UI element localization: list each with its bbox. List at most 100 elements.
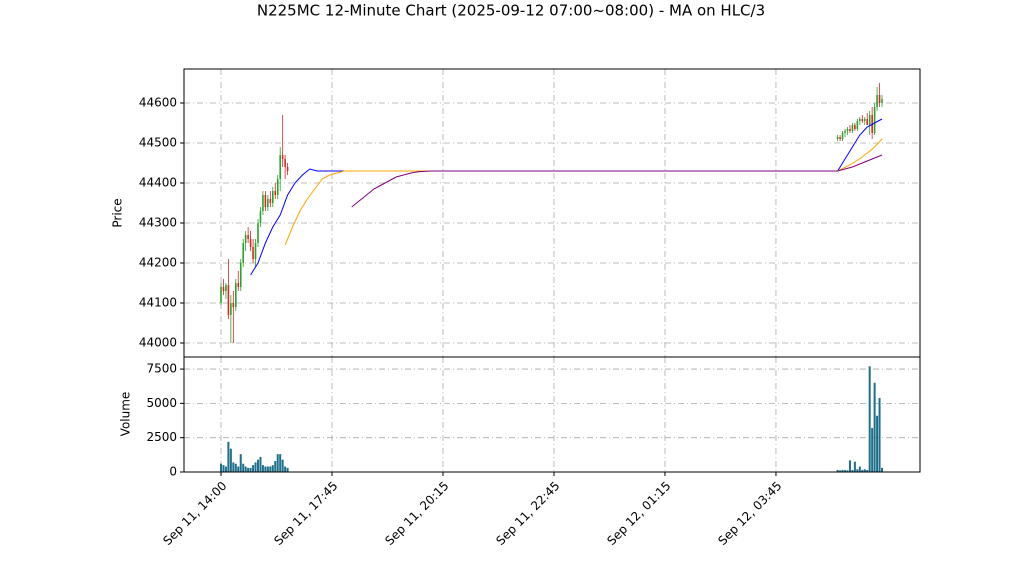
y-tick-label: 44600 — [139, 96, 177, 110]
volume-bar — [266, 466, 269, 472]
candle-body — [851, 125, 854, 131]
candle-body — [234, 283, 237, 307]
volume-bar — [836, 469, 839, 472]
candle-body — [237, 283, 240, 287]
y-tick-label: 44000 — [139, 336, 177, 350]
y-tick-label: 44300 — [139, 216, 177, 230]
candle-body — [227, 285, 230, 315]
candle-body — [247, 235, 249, 239]
volume-bar — [224, 466, 227, 472]
volume-bar — [264, 466, 267, 472]
candle-body — [284, 159, 286, 167]
candle-body — [239, 263, 242, 287]
volume-bar — [234, 463, 237, 472]
volume-bar — [239, 454, 242, 472]
volume-bar — [878, 397, 881, 472]
candle-body — [244, 235, 247, 243]
y-tick-label: 44200 — [139, 256, 177, 270]
candle-body — [849, 129, 851, 131]
candle-body — [878, 95, 881, 103]
volume-bar — [242, 463, 245, 472]
candle-body — [881, 99, 883, 103]
y-tick-label: 7500 — [146, 362, 177, 376]
y-tick-label: 44500 — [139, 136, 177, 150]
volume-bar — [269, 466, 272, 472]
candle-body — [242, 243, 244, 263]
volume-bar — [861, 469, 864, 472]
volume-bar — [259, 456, 262, 472]
y-tick-label: 44400 — [139, 176, 177, 190]
volume-bar — [219, 463, 222, 472]
candle-body — [854, 125, 856, 129]
volume-bar — [876, 415, 879, 472]
candle-body — [846, 129, 849, 131]
volume-bar — [244, 466, 247, 472]
volume-bar — [839, 470, 842, 472]
volume-bar — [863, 469, 866, 472]
candle-body — [264, 195, 267, 207]
ma-line — [250, 118, 883, 276]
volume-bar — [222, 465, 225, 472]
candle-body — [873, 107, 876, 133]
volume-axis-label: Volume — [119, 392, 133, 437]
chart-title: N225MC 12-Minute Chart (2025-09-12 07:00… — [257, 2, 765, 20]
volume-bar — [873, 382, 876, 472]
candle-body — [839, 137, 841, 139]
ma-line — [284, 138, 883, 246]
x-tick-label: Sep 11, 17:45 — [271, 479, 340, 548]
volume-bar — [229, 448, 232, 472]
candle-body — [281, 155, 284, 159]
ma-line — [351, 154, 883, 208]
candle-body — [866, 119, 869, 125]
volume-bar — [271, 465, 274, 472]
volume-bar — [286, 467, 289, 472]
candle-body — [844, 131, 846, 133]
volume-bar — [871, 428, 874, 472]
candle-body — [230, 303, 232, 315]
volume-bar — [247, 467, 250, 472]
volume-bar — [252, 465, 255, 472]
x-tick-label: Sep 12, 01:15 — [604, 479, 673, 548]
volume-bar — [841, 469, 844, 472]
volume-bar — [279, 454, 282, 472]
candle-body — [271, 191, 274, 203]
volume-bar — [227, 441, 230, 472]
x-tick-label: Sep 12, 03:45 — [715, 479, 784, 548]
candle-body — [861, 119, 864, 121]
volume-bar — [881, 467, 884, 472]
volume-bar — [237, 466, 240, 472]
candle-body — [254, 243, 257, 259]
volume-bar — [846, 470, 849, 472]
candle-body — [249, 239, 252, 247]
volume-bar — [851, 469, 854, 472]
volume-bar — [853, 461, 856, 472]
volume-bar — [844, 470, 847, 472]
volume-bar — [281, 459, 284, 472]
candle-body — [863, 119, 866, 121]
volume-bar — [274, 461, 277, 472]
candle-body — [232, 303, 235, 307]
volume-bar — [261, 465, 264, 472]
candle-body — [286, 167, 289, 171]
y-axis-label: Price — [111, 198, 125, 227]
candle-body — [257, 223, 259, 243]
candle-body — [856, 121, 859, 129]
candle-body — [267, 199, 269, 207]
candle-body — [220, 287, 222, 303]
volume-bar — [284, 466, 287, 472]
volume-bar — [866, 469, 869, 472]
candle-body — [876, 95, 878, 107]
candle-body — [262, 195, 264, 211]
volume-bar — [848, 460, 851, 472]
candle-body — [279, 155, 281, 179]
volume-bar — [254, 462, 257, 472]
candle-body — [252, 247, 254, 259]
volume-bar — [858, 466, 861, 472]
candle-body — [269, 199, 272, 203]
volume-bar — [276, 454, 279, 472]
price-panel-frame — [183, 68, 921, 358]
candle-body — [222, 287, 225, 291]
volume-bar — [256, 459, 259, 472]
y-tick-label: 5000 — [146, 396, 177, 410]
